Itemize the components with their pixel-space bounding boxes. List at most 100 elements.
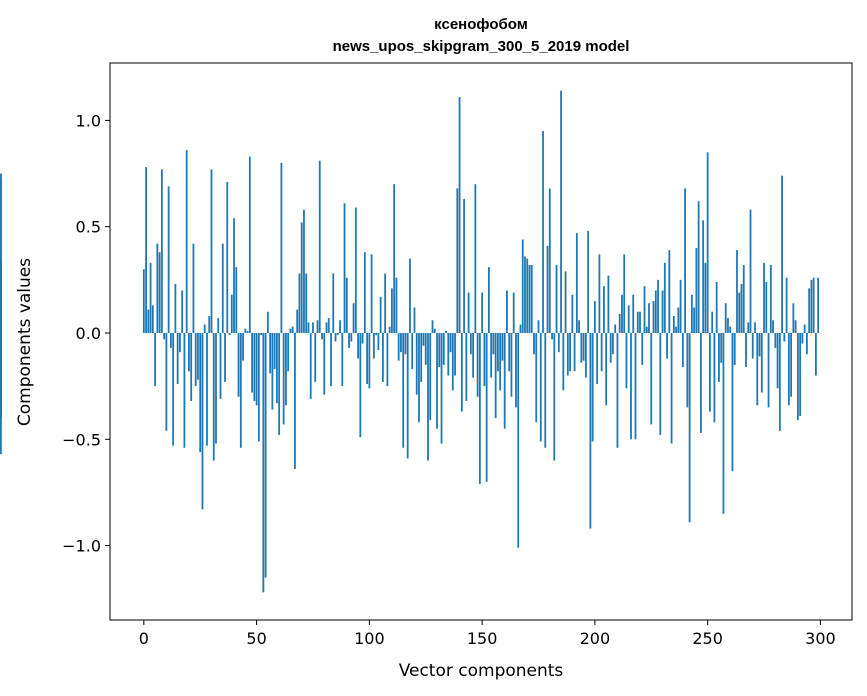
bar-188: [566, 333, 569, 376]
bar-258: [724, 303, 727, 333]
bar-75: [312, 322, 314, 333]
bar-173: [533, 333, 535, 355]
bar-64: [287, 333, 290, 372]
bar-82: [327, 318, 330, 333]
bar-147: [474, 184, 477, 333]
bar-226: [652, 301, 655, 333]
bar-23: [194, 333, 197, 387]
y-axis-ticks: 1.0 0.5 0.0 −0.5 −1.0: [62, 111, 110, 556]
bar-250: [706, 152, 709, 333]
bar-55: [266, 311, 269, 333]
bar-264: [738, 292, 741, 333]
bar-182: [553, 333, 556, 461]
bar-5: [154, 333, 156, 387]
bar-47: [248, 156, 251, 333]
bar-122: [418, 333, 420, 423]
bar-231: [663, 262, 666, 333]
bar-127: [429, 333, 432, 421]
bar-98: [363, 252, 366, 333]
bar-157: [497, 333, 499, 372]
bar-222: [643, 286, 646, 333]
bar-235: [672, 315, 675, 333]
bar-60: [278, 333, 281, 436]
bar-67: [294, 333, 296, 470]
bar-95: [357, 333, 359, 359]
bar-146: [472, 333, 474, 378]
bar-253: [713, 333, 716, 423]
x-tick-label: 300: [805, 629, 836, 648]
bar-202: [598, 254, 601, 333]
bar-179: [546, 245, 549, 333]
bar-166: [517, 333, 520, 548]
bar-266: [742, 264, 745, 333]
bar-290: [796, 333, 799, 421]
bar-109: [388, 326, 391, 333]
bar-107: [384, 273, 387, 333]
bar-37: [226, 182, 229, 333]
bar-71: [303, 209, 305, 333]
bar-106: [381, 333, 384, 382]
bar-271: [754, 322, 756, 333]
bar-280: [774, 333, 777, 348]
bar-25: [199, 333, 202, 453]
bar-244: [693, 307, 696, 333]
bar-243: [690, 294, 693, 333]
bar-88: [341, 333, 344, 387]
bar-206: [607, 275, 610, 333]
bar-58: [273, 333, 276, 370]
bar-193: [578, 320, 580, 333]
bar-137: [451, 333, 454, 391]
bar-185: [560, 90, 562, 333]
bar-133: [442, 333, 445, 365]
bar-256: [720, 333, 723, 363]
bar-168: [521, 239, 524, 333]
bar-279: [772, 320, 774, 333]
bar-298: [815, 333, 817, 376]
bar-163: [510, 333, 513, 397]
x-tick-label: 250: [692, 629, 723, 648]
bar-114: [400, 333, 402, 353]
bar-52: [260, 333, 262, 336]
bar-86: [336, 333, 339, 336]
bar-277: [767, 333, 770, 408]
bar-124: [422, 333, 425, 346]
bar-30: [210, 169, 213, 333]
bar-223: [645, 326, 648, 333]
bar-238: [679, 279, 682, 333]
bar-187: [564, 271, 567, 333]
bar-6: [156, 243, 159, 333]
x-tick-label: 0: [139, 629, 149, 648]
bar-233: [668, 250, 671, 333]
bar-259: [727, 318, 729, 333]
bar-54: [264, 333, 267, 578]
bar-227: [654, 290, 657, 333]
bar-7: [158, 252, 161, 333]
bar-239: [681, 333, 684, 368]
bar-221: [641, 333, 644, 365]
bar-174: [535, 333, 538, 423]
bar-40: [233, 218, 235, 333]
bar-138: [454, 333, 456, 376]
bar-39: [230, 294, 233, 333]
bar-33: [217, 318, 220, 333]
bar-292: [801, 333, 804, 344]
bar-136: [449, 333, 452, 353]
bar-232: [666, 333, 668, 359]
bar-15: [176, 333, 179, 385]
bar-144: [467, 292, 470, 333]
bar-139: [456, 188, 459, 333]
chart-subtitle: news_upos_skipgram_300_5_2019 model: [333, 38, 630, 55]
bar-79: [321, 333, 323, 340]
bar-220: [639, 311, 641, 333]
bar-undefined: [0, 318, 2, 333]
bar-31: [212, 333, 215, 461]
bar-115: [402, 333, 405, 448]
bar-81: [325, 322, 328, 333]
bar-119: [411, 333, 414, 370]
bar-134: [445, 330, 447, 333]
bar-155: [492, 333, 495, 355]
bar-100: [368, 333, 371, 389]
bar-62: [282, 333, 285, 425]
bar-91: [348, 333, 350, 348]
bar-184: [557, 333, 560, 353]
